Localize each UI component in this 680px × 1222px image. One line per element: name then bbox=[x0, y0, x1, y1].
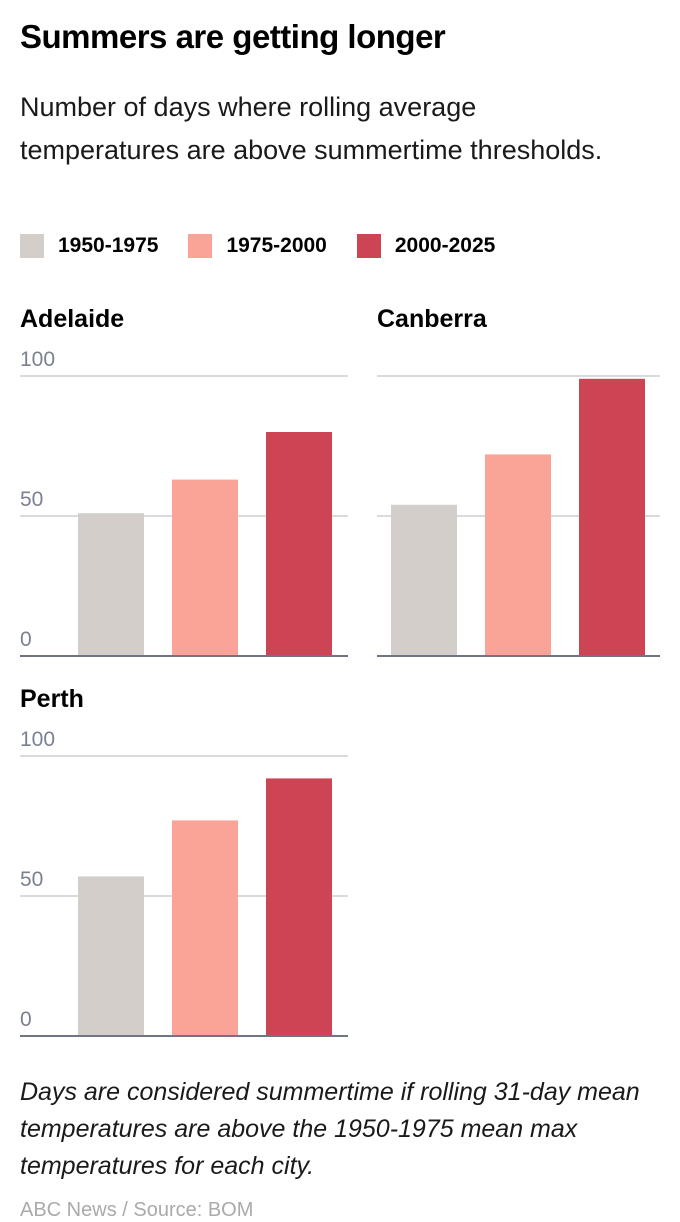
bar-2000-2025 bbox=[266, 778, 332, 1036]
legend: 1950-1975 1975-2000 2000-2025 bbox=[20, 234, 495, 258]
chart-title: Summers are getting longer bbox=[20, 18, 446, 55]
bar-2000-2025 bbox=[266, 432, 332, 656]
bar-chart-perth: 0 50 100 bbox=[20, 728, 348, 1037]
bar-1975-2000 bbox=[485, 454, 551, 656]
legend-swatch bbox=[20, 234, 44, 258]
bar-1950-1975 bbox=[78, 876, 144, 1036]
source: ABC News / Source: BOM bbox=[20, 1199, 254, 1221]
legend-item: 2000-2025 bbox=[356, 234, 496, 258]
legend-label: 1975-2000 bbox=[226, 234, 327, 257]
bar-1975-2000 bbox=[172, 820, 238, 1036]
y-tick-label: 0 bbox=[20, 1008, 32, 1031]
bar-chart-canberra bbox=[377, 375, 660, 657]
bar-1950-1975 bbox=[78, 513, 144, 656]
y-tick-label: 0 bbox=[20, 628, 32, 651]
panel-title: Adelaide bbox=[20, 305, 125, 333]
bar-2000-2025 bbox=[579, 378, 645, 656]
legend-label: 2000-2025 bbox=[394, 234, 496, 257]
panel-title: Canberra bbox=[377, 305, 487, 333]
y-tick-label: 100 bbox=[20, 348, 55, 371]
legend-swatch bbox=[356, 234, 381, 258]
y-tick-label: 50 bbox=[20, 868, 43, 891]
legend-item: 1950-1975 bbox=[20, 234, 158, 258]
y-tick-label: 100 bbox=[20, 728, 55, 751]
bar-1950-1975 bbox=[391, 504, 457, 656]
chart-subtitle: Number of days where rolling average tem… bbox=[20, 92, 603, 165]
footnote: Days are considered summertime if rollin… bbox=[20, 1078, 640, 1180]
y-tick-label: 50 bbox=[20, 488, 43, 511]
bar-chart-adelaide: 0 50 100 bbox=[20, 348, 348, 657]
legend-item: 1975-2000 bbox=[188, 234, 327, 258]
bar-1975-2000 bbox=[172, 479, 238, 656]
legend-swatch bbox=[188, 234, 213, 258]
panel-title: Perth bbox=[20, 685, 84, 713]
legend-label: 1950-1975 bbox=[58, 234, 159, 257]
